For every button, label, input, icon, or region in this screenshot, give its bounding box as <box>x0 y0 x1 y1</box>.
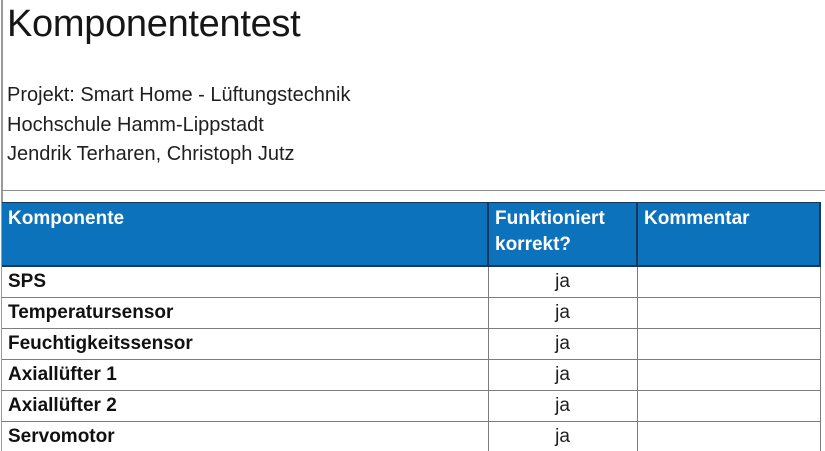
works-cell[interactable]: ja <box>487 390 638 422</box>
column-header-komponente: Komponente <box>2 202 489 267</box>
section-divider <box>1 190 825 191</box>
column-header-kommentar: Kommentar <box>636 202 821 267</box>
comment-cell[interactable] <box>636 328 821 360</box>
component-name-cell[interactable]: Axiallüfter 1 <box>2 359 489 391</box>
works-cell[interactable]: ja <box>487 297 638 329</box>
comment-cell[interactable] <box>636 390 821 422</box>
works-cell[interactable]: ja <box>487 266 638 298</box>
project-line: Projekt: Smart Home - Lüftungstechnik <box>7 84 351 106</box>
comment-cell[interactable] <box>636 421 821 451</box>
comment-cell[interactable] <box>636 359 821 391</box>
component-name-cell[interactable]: Axiallüfter 2 <box>2 390 489 422</box>
table-row: SPS ja <box>2 266 821 298</box>
authors-line: Jendrik Terharen, Christoph Jutz <box>7 143 295 165</box>
institution-line: Hochschule Hamm-Lippstadt <box>7 113 264 136</box>
component-name-cell[interactable]: Servomotor <box>2 421 489 451</box>
component-name-cell[interactable]: Temperatursensor <box>2 297 489 329</box>
table-row: Temperatursensor ja <box>2 297 821 329</box>
table-row: Servomotor ja <box>2 421 821 451</box>
table-row: Feuchtigkeitssensor ja <box>2 328 821 360</box>
comment-cell[interactable] <box>636 297 821 329</box>
works-cell[interactable]: ja <box>487 421 638 451</box>
page-title: Komponententest <box>7 3 301 45</box>
component-test-table: Komponente Funktioniert korrekt? Komment… <box>2 202 821 451</box>
component-name-cell[interactable]: Feuchtigkeitssensor <box>2 328 489 360</box>
component-name-cell[interactable]: SPS <box>2 266 489 298</box>
comment-cell[interactable] <box>636 266 821 298</box>
works-cell[interactable]: ja <box>487 328 638 360</box>
table-row: Axiallüfter 1 ja <box>2 359 821 391</box>
project-meta: Projekt: Smart Home - Lüftungstechnik Ho… <box>7 81 350 170</box>
table-header-row: Komponente Funktioniert korrekt? Komment… <box>2 202 821 267</box>
table-row: Axiallüfter 2 ja <box>2 390 821 422</box>
column-header-funktioniert-korrekt: Funktioniert korrekt? <box>487 202 638 267</box>
works-cell[interactable]: ja <box>487 359 638 391</box>
